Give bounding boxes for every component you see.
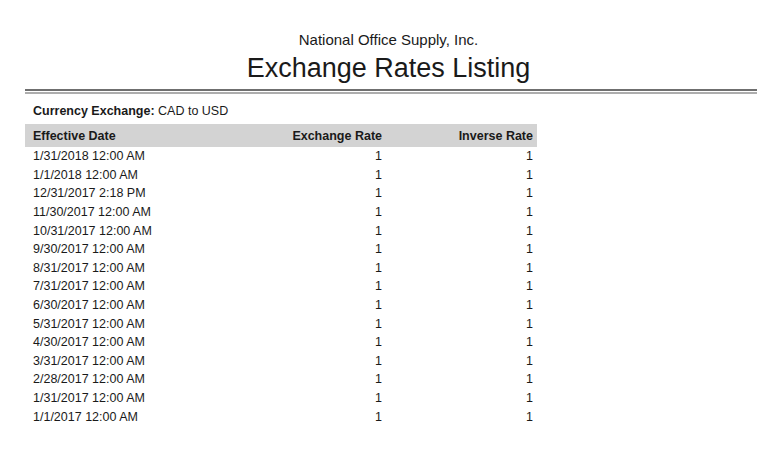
exchange-rate-cell: 1 bbox=[262, 333, 386, 352]
effective-date-cell: 6/30/2017 12:00 AM bbox=[25, 296, 262, 315]
currency-exchange-line: Currency Exchange: CAD to USD bbox=[33, 103, 777, 119]
exchange-rate-cell: 1 bbox=[262, 203, 386, 222]
table-row: 1/31/2017 12:00 AM11 bbox=[25, 389, 537, 408]
effective-date-cell: 1/1/2017 12:00 AM bbox=[25, 407, 262, 426]
table-body: 1/31/2018 12:00 AM111/1/2018 12:00 AM111… bbox=[25, 147, 537, 426]
inverse-rate-cell: 1 bbox=[386, 389, 537, 408]
effective-date-cell: 5/31/2017 12:00 AM bbox=[25, 314, 262, 333]
exchange-rate-cell: 1 bbox=[262, 352, 386, 371]
table-row: 1/31/2018 12:00 AM11 bbox=[25, 147, 537, 166]
exchange-rates-table: Effective Date Exchange Rate Inverse Rat… bbox=[25, 124, 537, 426]
currency-exchange-value: CAD to USD bbox=[158, 104, 228, 118]
effective-date-cell: 9/30/2017 12:00 AM bbox=[25, 240, 262, 259]
column-header-effective-date: Effective Date bbox=[25, 124, 262, 147]
inverse-rate-cell: 1 bbox=[386, 259, 537, 278]
inverse-rate-cell: 1 bbox=[386, 147, 537, 166]
exchange-rate-cell: 1 bbox=[262, 407, 386, 426]
inverse-rate-cell: 1 bbox=[386, 203, 537, 222]
effective-date-cell: 7/31/2017 12:00 AM bbox=[25, 277, 262, 296]
table-row: 10/31/2017 12:00 AM11 bbox=[25, 221, 537, 240]
page-title: Exchange Rates Listing bbox=[0, 52, 777, 85]
inverse-rate-cell: 1 bbox=[386, 221, 537, 240]
exchange-rate-cell: 1 bbox=[262, 277, 386, 296]
column-header-inverse-rate: Inverse Rate bbox=[386, 124, 537, 147]
exchange-rate-cell: 1 bbox=[262, 240, 386, 259]
effective-date-cell: 1/31/2018 12:00 AM bbox=[25, 147, 262, 166]
table-row: 1/1/2018 12:00 AM11 bbox=[25, 166, 537, 185]
effective-date-cell: 12/31/2017 2:18 PM bbox=[25, 184, 262, 203]
table-row: 6/30/2017 12:00 AM11 bbox=[25, 296, 537, 315]
effective-date-cell: 10/31/2017 12:00 AM bbox=[25, 221, 262, 240]
exchange-rate-cell: 1 bbox=[262, 389, 386, 408]
inverse-rate-cell: 1 bbox=[386, 333, 537, 352]
effective-date-cell: 3/31/2017 12:00 AM bbox=[25, 352, 262, 371]
report-page: National Office Supply, Inc. Exchange Ra… bbox=[0, 30, 777, 453]
inverse-rate-cell: 1 bbox=[386, 407, 537, 426]
effective-date-cell: 2/28/2017 12:00 AM bbox=[25, 370, 262, 389]
table-row: 5/31/2017 12:00 AM11 bbox=[25, 314, 537, 333]
column-header-exchange-rate: Exchange Rate bbox=[262, 124, 386, 147]
inverse-rate-cell: 1 bbox=[386, 240, 537, 259]
exchange-rate-cell: 1 bbox=[262, 370, 386, 389]
effective-date-cell: 11/30/2017 12:00 AM bbox=[25, 203, 262, 222]
inverse-rate-cell: 1 bbox=[386, 370, 537, 389]
inverse-rate-cell: 1 bbox=[386, 184, 537, 203]
exchange-rate-cell: 1 bbox=[262, 184, 386, 203]
exchange-rate-cell: 1 bbox=[262, 166, 386, 185]
currency-exchange-label: Currency Exchange: bbox=[33, 104, 155, 118]
exchange-rate-cell: 1 bbox=[262, 259, 386, 278]
inverse-rate-cell: 1 bbox=[386, 352, 537, 371]
table-row: 2/28/2017 12:00 AM11 bbox=[25, 370, 537, 389]
exchange-rate-cell: 1 bbox=[262, 147, 386, 166]
exchange-rate-cell: 1 bbox=[262, 296, 386, 315]
table-row: 1/1/2017 12:00 AM11 bbox=[25, 407, 537, 426]
exchange-rate-cell: 1 bbox=[262, 314, 386, 333]
effective-date-cell: 8/31/2017 12:00 AM bbox=[25, 259, 262, 278]
table-row: 9/30/2017 12:00 AM11 bbox=[25, 240, 537, 259]
table-row: 3/31/2017 12:00 AM11 bbox=[25, 352, 537, 371]
inverse-rate-cell: 1 bbox=[386, 166, 537, 185]
table-row: 7/31/2017 12:00 AM11 bbox=[25, 277, 537, 296]
exchange-rate-cell: 1 bbox=[262, 221, 386, 240]
effective-date-cell: 4/30/2017 12:00 AM bbox=[25, 333, 262, 352]
effective-date-cell: 1/1/2018 12:00 AM bbox=[25, 166, 262, 185]
table-row: 12/31/2017 2:18 PM11 bbox=[25, 184, 537, 203]
inverse-rate-cell: 1 bbox=[386, 277, 537, 296]
inverse-rate-cell: 1 bbox=[386, 314, 537, 333]
table-header-row: Effective Date Exchange Rate Inverse Rat… bbox=[25, 124, 537, 147]
effective-date-cell: 1/31/2017 12:00 AM bbox=[25, 389, 262, 408]
table-row: 4/30/2017 12:00 AM11 bbox=[25, 333, 537, 352]
table-row: 8/31/2017 12:00 AM11 bbox=[25, 259, 537, 278]
inverse-rate-cell: 1 bbox=[386, 296, 537, 315]
table-row: 11/30/2017 12:00 AM11 bbox=[25, 203, 537, 222]
header-divider bbox=[25, 89, 757, 94]
company-name: National Office Supply, Inc. bbox=[0, 30, 777, 49]
